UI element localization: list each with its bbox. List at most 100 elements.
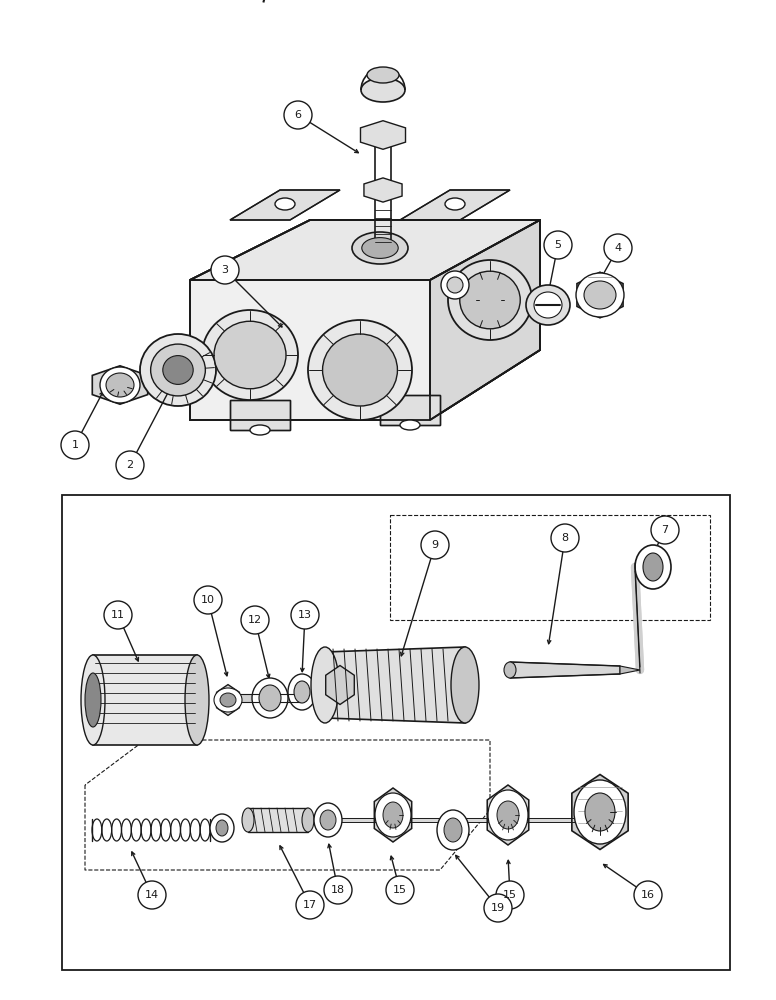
Ellipse shape xyxy=(100,367,140,403)
Ellipse shape xyxy=(320,810,336,830)
Ellipse shape xyxy=(400,420,420,430)
Ellipse shape xyxy=(106,373,134,397)
Ellipse shape xyxy=(220,693,236,707)
Polygon shape xyxy=(487,785,528,845)
Ellipse shape xyxy=(163,356,193,384)
Circle shape xyxy=(324,876,352,904)
Ellipse shape xyxy=(140,334,216,406)
Polygon shape xyxy=(248,808,308,832)
Text: 15: 15 xyxy=(393,885,407,895)
Ellipse shape xyxy=(216,820,228,836)
Ellipse shape xyxy=(250,425,270,435)
Circle shape xyxy=(604,234,632,262)
Ellipse shape xyxy=(383,802,403,828)
Ellipse shape xyxy=(81,655,105,745)
Text: 17: 17 xyxy=(303,900,317,910)
Polygon shape xyxy=(572,774,628,850)
Polygon shape xyxy=(361,121,406,149)
Bar xyxy=(390,515,710,620)
Ellipse shape xyxy=(308,320,412,420)
Ellipse shape xyxy=(275,198,295,210)
Ellipse shape xyxy=(585,793,615,831)
Polygon shape xyxy=(620,666,640,674)
Polygon shape xyxy=(325,647,465,723)
Polygon shape xyxy=(577,272,623,318)
Text: 19: 19 xyxy=(491,903,505,913)
Polygon shape xyxy=(430,220,540,420)
Ellipse shape xyxy=(635,545,671,589)
Text: 7: 7 xyxy=(661,525,669,535)
Ellipse shape xyxy=(288,674,316,710)
Circle shape xyxy=(194,586,222,614)
Text: 9: 9 xyxy=(431,540,438,550)
Ellipse shape xyxy=(214,321,286,389)
Text: 3: 3 xyxy=(221,265,228,275)
Circle shape xyxy=(296,891,324,919)
Ellipse shape xyxy=(302,808,314,832)
Ellipse shape xyxy=(534,292,562,318)
Ellipse shape xyxy=(252,678,288,718)
Ellipse shape xyxy=(497,801,519,829)
Text: 16: 16 xyxy=(641,890,655,900)
Ellipse shape xyxy=(210,814,234,842)
Ellipse shape xyxy=(526,285,570,325)
Circle shape xyxy=(211,256,239,284)
Text: 1: 1 xyxy=(71,440,78,450)
Ellipse shape xyxy=(314,803,342,837)
Polygon shape xyxy=(380,395,440,425)
Polygon shape xyxy=(92,366,147,404)
Circle shape xyxy=(421,531,449,559)
Text: 2: 2 xyxy=(126,460,133,470)
Ellipse shape xyxy=(574,780,626,844)
Circle shape xyxy=(284,101,312,129)
Text: 10: 10 xyxy=(201,595,215,605)
Polygon shape xyxy=(364,178,402,202)
Ellipse shape xyxy=(367,67,399,83)
Circle shape xyxy=(544,231,572,259)
Polygon shape xyxy=(400,190,510,220)
Text: 4: 4 xyxy=(615,243,622,253)
Ellipse shape xyxy=(504,662,516,678)
Circle shape xyxy=(386,876,414,904)
Text: 15: 15 xyxy=(503,890,517,900)
Circle shape xyxy=(104,601,132,629)
Ellipse shape xyxy=(445,198,465,210)
Ellipse shape xyxy=(259,685,281,711)
Ellipse shape xyxy=(311,647,339,723)
Polygon shape xyxy=(510,662,620,678)
Circle shape xyxy=(61,431,89,459)
Ellipse shape xyxy=(242,808,254,832)
Ellipse shape xyxy=(361,78,405,102)
Ellipse shape xyxy=(488,790,528,840)
Circle shape xyxy=(447,277,463,293)
Circle shape xyxy=(634,881,662,909)
Circle shape xyxy=(551,524,579,552)
Ellipse shape xyxy=(375,793,411,837)
Ellipse shape xyxy=(202,310,298,400)
Ellipse shape xyxy=(459,271,520,329)
Circle shape xyxy=(496,881,524,909)
Ellipse shape xyxy=(185,655,209,745)
Ellipse shape xyxy=(323,334,397,406)
Text: 11: 11 xyxy=(111,610,125,620)
Text: 14: 14 xyxy=(145,890,159,900)
Ellipse shape xyxy=(448,260,532,340)
Ellipse shape xyxy=(352,232,408,264)
Polygon shape xyxy=(93,655,197,745)
Bar xyxy=(62,495,730,970)
Text: 18: 18 xyxy=(331,885,345,895)
Polygon shape xyxy=(374,788,412,842)
Text: 13: 13 xyxy=(298,610,312,620)
Ellipse shape xyxy=(643,553,663,581)
Ellipse shape xyxy=(444,818,462,842)
Polygon shape xyxy=(230,190,340,220)
Circle shape xyxy=(484,894,512,922)
Ellipse shape xyxy=(85,673,101,727)
Text: 12: 12 xyxy=(248,615,262,625)
Ellipse shape xyxy=(294,681,310,703)
Polygon shape xyxy=(190,220,540,280)
Circle shape xyxy=(291,601,319,629)
Ellipse shape xyxy=(214,688,242,712)
Ellipse shape xyxy=(362,238,398,258)
Ellipse shape xyxy=(451,647,479,723)
